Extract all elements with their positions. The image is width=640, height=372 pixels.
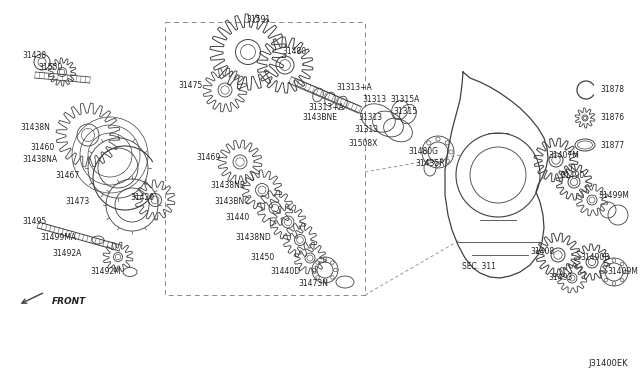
Text: 31438: 31438	[22, 51, 46, 61]
Text: 31876: 31876	[600, 113, 624, 122]
Text: 31877: 31877	[600, 141, 624, 150]
Text: 31492M: 31492M	[90, 267, 121, 276]
Text: 31409M: 31409M	[607, 267, 638, 276]
Text: 31438NB: 31438NB	[210, 180, 245, 189]
Text: 31492A: 31492A	[52, 248, 81, 257]
Text: 31591: 31591	[246, 16, 270, 25]
Text: 31469: 31469	[196, 154, 220, 163]
Text: J31400EK: J31400EK	[588, 359, 628, 368]
Text: 31495: 31495	[22, 218, 46, 227]
Text: 31450: 31450	[250, 253, 275, 263]
Text: 31508X: 31508X	[348, 138, 378, 148]
Text: 31408: 31408	[530, 247, 554, 257]
Text: 31493: 31493	[548, 273, 572, 282]
Text: 31313: 31313	[354, 125, 378, 135]
Text: 31315A: 31315A	[390, 96, 419, 105]
Text: 31473N: 31473N	[298, 279, 328, 289]
Text: 31313+A: 31313+A	[336, 83, 372, 93]
Text: 31420: 31420	[130, 192, 154, 202]
Text: 31490B: 31490B	[580, 253, 609, 263]
Text: 31313: 31313	[358, 113, 382, 122]
Text: 31438N: 31438N	[20, 124, 50, 132]
Text: 31315: 31315	[393, 108, 417, 116]
Text: FRONT: FRONT	[52, 298, 86, 307]
Text: 31499M: 31499M	[598, 190, 629, 199]
Text: 31313+A: 31313+A	[308, 103, 344, 112]
Text: 31475: 31475	[178, 80, 202, 90]
Text: 3143BNE: 3143BNE	[302, 113, 337, 122]
Text: 31473: 31473	[65, 198, 89, 206]
Text: 31438ND: 31438ND	[235, 232, 271, 241]
Text: 31440: 31440	[225, 214, 249, 222]
Text: 31480: 31480	[282, 48, 306, 57]
Text: 31438NA: 31438NA	[22, 155, 57, 164]
Text: 31499MA: 31499MA	[40, 232, 76, 241]
Text: 31467: 31467	[55, 170, 79, 180]
Text: 31313: 31313	[362, 96, 386, 105]
Text: 3143BNC: 3143BNC	[214, 198, 250, 206]
Text: 31407M: 31407M	[548, 151, 579, 160]
Text: SEC. 311: SEC. 311	[462, 262, 496, 271]
Bar	[165, 22, 365, 295]
Text: 31550: 31550	[38, 64, 62, 73]
Text: 31490: 31490	[560, 170, 584, 180]
Text: 31878: 31878	[600, 86, 624, 94]
Text: 31480G: 31480G	[408, 148, 438, 157]
Text: 31440D: 31440D	[270, 267, 300, 276]
Text: 31435R: 31435R	[415, 158, 445, 167]
Text: 31460: 31460	[30, 144, 54, 153]
